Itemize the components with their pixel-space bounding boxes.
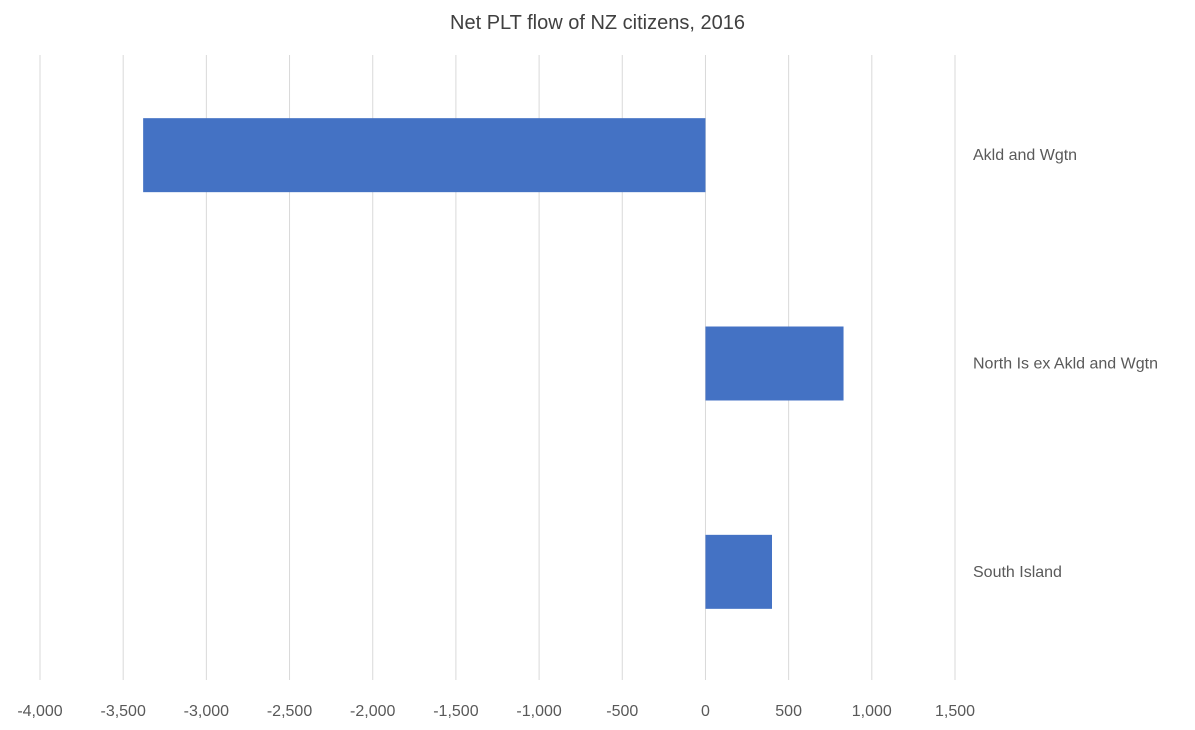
bar	[143, 118, 706, 193]
x-tick-label: 1,500	[935, 703, 975, 720]
x-tick-label: 0	[701, 703, 710, 720]
x-tick-label: -2,000	[350, 703, 395, 720]
x-axis-tick-labels: -4,000 -3,500 -3,000 -2,500 -2,000 -1,500 -1,0…	[17, 703, 975, 720]
bars	[143, 118, 844, 609]
category-label: Akld and Wgtn	[973, 147, 1077, 164]
x-tick-label: -1,500	[433, 703, 478, 720]
x-tick-label: -1,000	[516, 703, 561, 720]
x-tick-label: -4,000	[17, 703, 62, 720]
chart-title: Net PLT flow of NZ citizens, 2016	[450, 12, 745, 34]
x-tick-label: -500	[606, 703, 638, 720]
category-labels: Akld and Wgtn North Is ex Akld and Wgtn So…	[973, 147, 1158, 581]
category-label: North Is ex Akld and Wgtn	[973, 356, 1158, 373]
x-tick-label: -2,500	[267, 703, 312, 720]
x-tick-label: 1,000	[852, 703, 892, 720]
bar	[705, 534, 772, 609]
x-tick-label: -3,500	[100, 703, 145, 720]
x-tick-label: -3,000	[184, 703, 229, 720]
category-label: South Island	[973, 564, 1062, 581]
bar	[705, 326, 844, 401]
x-tick-label: 500	[775, 703, 802, 720]
